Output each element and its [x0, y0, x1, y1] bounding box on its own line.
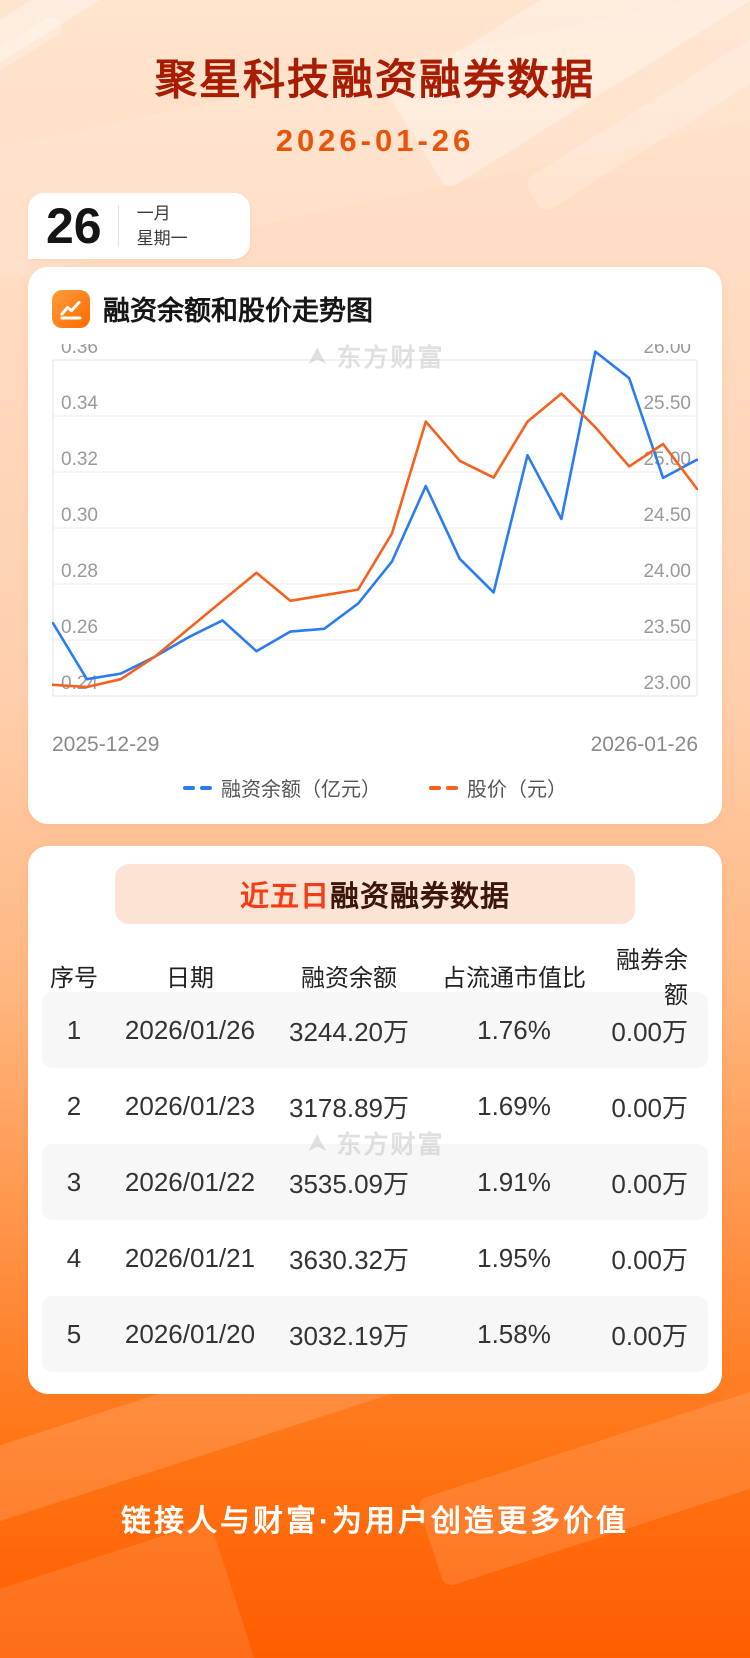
cell-market-cap-ratio: 1.69% — [477, 1090, 551, 1121]
cell-index: 2 — [66, 1090, 82, 1121]
column-header-date: 日期 — [166, 964, 214, 992]
column-header-margin-balance: 融资余额 — [301, 964, 397, 992]
svg-text:0.32: 0.32 — [61, 449, 98, 470]
calendar-weekday: 星期一 — [136, 229, 188, 248]
svg-text:0.28: 0.28 — [61, 561, 98, 582]
calendar-month-weekday: 一月 星期一 — [137, 201, 188, 252]
margin-data-table: 东方财富 序号 日期 融资余额 占流通市值比 融券余额 1 2026/01/26… — [42, 940, 708, 1372]
cell-short-balance: 0.00万 — [611, 1320, 688, 1351]
legend-item-stock-price: 股价（元） — [429, 773, 567, 802]
chart-card: 融资余额和股价走势图 东方财富 0.36 0.34 0.32 0.30 0.28 0.26… — [28, 267, 722, 824]
cell-market-cap-ratio: 1.95% — [477, 1242, 551, 1273]
cell-short-balance: 0.00万 — [611, 1092, 688, 1123]
cell-short-balance: 0.00万 — [611, 1244, 688, 1275]
table-header-row: 序号 日期 融资余额 占流通市值比 融券余额 — [42, 940, 708, 1009]
cell-margin-balance: 3178.89万 — [289, 1092, 409, 1123]
svg-text:0.36: 0.36 — [61, 344, 98, 358]
table-heading-badge: 近五日 融资融券数据 — [115, 864, 635, 924]
decor-ribbon — [416, 1364, 750, 1588]
cell-index: 4 — [66, 1242, 82, 1273]
legend-line-swatch — [183, 785, 212, 790]
calendar-chip: 26 一月 星期一 — [28, 193, 250, 259]
divider — [117, 205, 119, 247]
svg-text:0.30: 0.30 — [61, 505, 98, 526]
calendar-month: 一月 — [136, 203, 171, 223]
cell-short-balance: 0.00万 — [611, 1168, 688, 1199]
table-row: 4 2026/01/21 3630.32万 1.95% 0.00万 — [42, 1220, 708, 1296]
cell-market-cap-ratio: 1.58% — [477, 1318, 551, 1349]
decor-ribbon — [0, 1520, 275, 1658]
column-header-market-cap-ratio: 占流通市值比 — [442, 964, 586, 992]
cell-market-cap-ratio: 1.76% — [477, 1014, 551, 1045]
svg-text:0.24: 0.24 — [61, 673, 98, 694]
x-axis-end-label: 2026-01-26 — [590, 733, 698, 756]
chart-legend: 融资余额（亿元） 股价（元） — [52, 773, 698, 802]
svg-text:24.50: 24.50 — [643, 505, 691, 526]
calendar-day: 26 — [46, 198, 102, 254]
chart-section-title: 融资余额和股价走势图 — [103, 296, 373, 326]
cell-date: 2026/01/21 — [124, 1242, 256, 1273]
cell-margin-balance: 3244.20万 — [289, 1016, 409, 1047]
svg-text:23.50: 23.50 — [643, 617, 691, 638]
cell-margin-balance: 3535.09万 — [289, 1168, 409, 1199]
x-axis-start-label: 2025-12-29 — [52, 733, 160, 756]
svg-text:24.00: 24.00 — [643, 561, 691, 582]
cell-market-cap-ratio: 1.91% — [477, 1166, 551, 1197]
cell-short-balance: 0.00万 — [611, 1016, 688, 1047]
table-row: 5 2026/01/20 3032.19万 1.58% 0.00万 — [42, 1296, 708, 1372]
cell-date: 2026/01/20 — [124, 1318, 256, 1349]
table-heading-rest: 融资融券数据 — [330, 881, 511, 913]
line-chart: 0.36 0.34 0.32 0.30 0.28 0.26 0.24 26.00 25.50 25… — [51, 337, 699, 729]
table-card: 近五日 融资融券数据 东方财富 序号 日期 融资余额 占流通市值比 融券余额 1 — [28, 846, 722, 1394]
svg-text:26.00: 26.00 — [643, 344, 691, 358]
table-row: 1 2026/01/26 3244.20万 1.76% 0.00万 — [42, 992, 708, 1068]
svg-text:0.26: 0.26 — [61, 617, 98, 638]
x-axis-labels: 2025-12-29 2026-01-26 — [52, 733, 698, 757]
table-heading-highlight: 近五日 — [239, 881, 330, 913]
svg-text:0.34: 0.34 — [61, 393, 98, 414]
legend-item-margin-balance: 融资余额（亿元） — [183, 773, 381, 802]
cell-date: 2026/01/26 — [124, 1014, 256, 1045]
cell-index: 1 — [66, 1014, 82, 1045]
legend-label: 融资余额（亿元） — [221, 779, 381, 801]
column-header-short-balance: 融券余额 — [616, 947, 688, 1009]
page-date: 2026-01-26 — [275, 123, 475, 158]
table-row: 2 2026/01/23 3178.89万 1.69% 0.00万 — [42, 1068, 708, 1144]
cell-index: 3 — [66, 1166, 82, 1197]
page-title: 聚星科技融资融券数据 — [154, 56, 595, 103]
legend-label: 股价（元） — [467, 779, 567, 801]
chart-area: 东方财富 0.36 0.34 0.32 0.30 0.28 0.26 0.24 26.00 25… — [51, 337, 699, 802]
legend-line-swatch — [429, 785, 458, 790]
chart-section-header: 融资余额和股价走势图 — [52, 289, 698, 328]
svg-text:25.50: 25.50 — [643, 393, 691, 414]
column-header-index: 序号 — [50, 964, 98, 992]
cell-date: 2026/01/22 — [124, 1166, 256, 1197]
table-row: 3 2026/01/22 3535.09万 1.91% 0.00万 — [42, 1144, 708, 1220]
trend-chart-icon — [52, 289, 90, 328]
svg-text:23.00: 23.00 — [643, 673, 691, 694]
cell-margin-balance: 3630.32万 — [289, 1244, 409, 1275]
cell-date: 2026/01/23 — [124, 1090, 256, 1121]
footer-slogan: 链接人与财富·为用户创造更多价值 — [121, 1505, 629, 1538]
cell-margin-balance: 3032.19万 — [289, 1320, 409, 1351]
cell-index: 5 — [66, 1318, 82, 1349]
